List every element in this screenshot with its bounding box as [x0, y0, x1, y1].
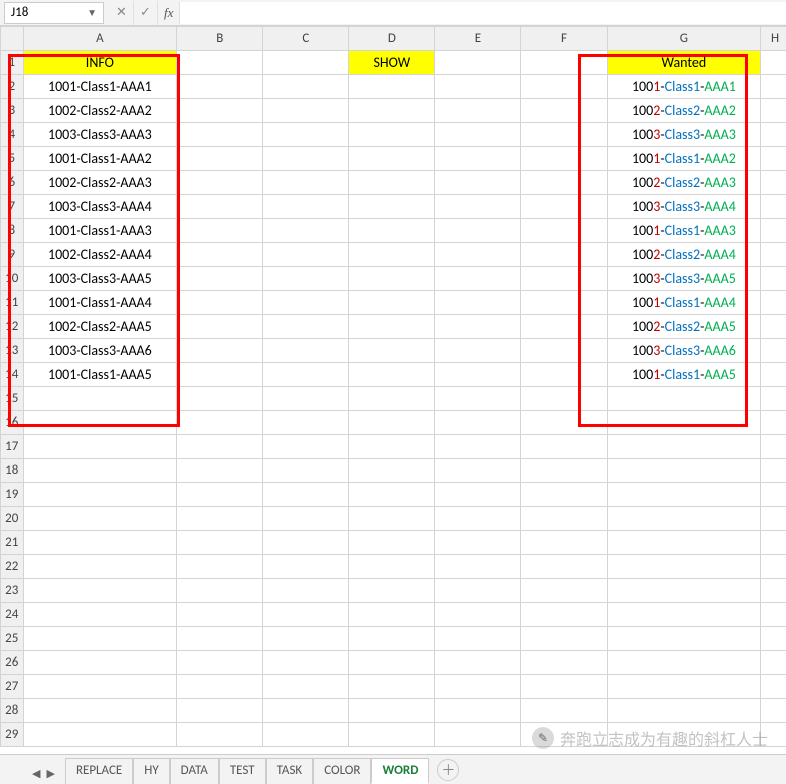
wanted-cell[interactable]: 1001-Class1-AAA3 — [607, 219, 761, 243]
tab-word[interactable]: WORD — [371, 758, 429, 784]
info-cell[interactable]: 1002-Class2-AAA5 — [23, 315, 177, 339]
row-header-20[interactable]: 20 — [1, 507, 24, 531]
info-cell[interactable]: 1001-Class1-AAA1 — [23, 75, 177, 99]
row-header-17[interactable]: 17 — [1, 435, 24, 459]
wanted-cell[interactable]: 1002-Class2-AAA5 — [607, 315, 761, 339]
wanted-cell[interactable]: 1003-Class3-AAA6 — [607, 339, 761, 363]
row-header-12[interactable]: 12 — [1, 315, 24, 339]
row-header-5[interactable]: 5 — [1, 147, 24, 171]
info-cell[interactable]: 1003-Class3-AAA5 — [23, 267, 177, 291]
tab-task[interactable]: TASK — [266, 758, 314, 784]
row-header-21[interactable]: 21 — [1, 531, 24, 555]
wanted-cell[interactable]: 1002-Class2-AAA3 — [607, 171, 761, 195]
tab-data[interactable]: DATA — [170, 758, 219, 784]
row-header-18[interactable]: 18 — [1, 459, 24, 483]
chevron-down-icon: ▼ — [87, 6, 97, 19]
col-header-H[interactable]: H — [761, 27, 786, 51]
row-header-28[interactable]: 28 — [1, 699, 24, 723]
row-header-2[interactable]: 2 — [1, 75, 24, 99]
col-header-F[interactable]: F — [521, 27, 607, 51]
wanted-cell[interactable]: 1003-Class3-AAA5 — [607, 267, 761, 291]
tab-replace[interactable]: REPLACE — [65, 758, 133, 784]
row-header-22[interactable]: 22 — [1, 555, 24, 579]
info-cell[interactable]: 1001-Class1-AAA5 — [23, 363, 177, 387]
col-header-A[interactable]: A — [23, 27, 177, 51]
wanted-cell[interactable]: 1001-Class1-AAA2 — [607, 147, 761, 171]
row-header-10[interactable]: 10 — [1, 267, 24, 291]
header-show[interactable]: SHOW — [349, 51, 435, 75]
name-box[interactable]: J18 ▼ — [4, 2, 104, 24]
annotation-arrow — [0, 747, 786, 754]
header-wanted[interactable]: Wanted — [607, 51, 761, 75]
row-header-16[interactable]: 16 — [1, 411, 24, 435]
formula-bar: J18 ▼ ✕ ✓ fx — [0, 0, 786, 26]
row-header-1[interactable]: 1 — [1, 51, 24, 75]
row-header-19[interactable]: 19 — [1, 483, 24, 507]
wanted-cell[interactable]: 1002-Class2-AAA4 — [607, 243, 761, 267]
info-cell[interactable]: 1003-Class3-AAA3 — [23, 123, 177, 147]
col-header-D[interactable]: D — [349, 27, 435, 51]
row-header-6[interactable]: 6 — [1, 171, 24, 195]
info-cell[interactable]: 1003-Class3-AAA4 — [23, 195, 177, 219]
wanted-cell[interactable]: 1002-Class2-AAA2 — [607, 99, 761, 123]
row-header-25[interactable]: 25 — [1, 627, 24, 651]
row-header-11[interactable]: 11 — [1, 291, 24, 315]
select-all-corner[interactable] — [1, 27, 24, 51]
wanted-cell[interactable]: 1003-Class3-AAA4 — [607, 195, 761, 219]
row-header-26[interactable]: 26 — [1, 651, 24, 675]
row-header-9[interactable]: 9 — [1, 243, 24, 267]
col-header-G[interactable]: G — [607, 27, 761, 51]
tab-test[interactable]: TEST — [219, 758, 266, 784]
row-header-15[interactable]: 15 — [1, 387, 24, 411]
tab-hy[interactable]: HY — [133, 758, 169, 784]
tab-nav: ◀ ▶ — [30, 767, 65, 784]
info-cell[interactable]: 1001-Class1-AAA4 — [23, 291, 177, 315]
row-header-8[interactable]: 8 — [1, 219, 24, 243]
row-header-24[interactable]: 24 — [1, 603, 24, 627]
sheet-tab-bar: ◀ ▶ REPLACEHYDATATESTTASKCOLORWORD ＋ — [0, 754, 786, 784]
row-header-14[interactable]: 14 — [1, 363, 24, 387]
row-header-7[interactable]: 7 — [1, 195, 24, 219]
row-header-13[interactable]: 13 — [1, 339, 24, 363]
tab-prev-icon[interactable]: ◀ — [30, 767, 42, 780]
info-cell[interactable]: 1002-Class2-AAA2 — [23, 99, 177, 123]
row-header-4[interactable]: 4 — [1, 123, 24, 147]
info-cell[interactable]: 1002-Class2-AAA4 — [23, 243, 177, 267]
col-header-E[interactable]: E — [435, 27, 521, 51]
wanted-cell[interactable]: 1001-Class1-AAA1 — [607, 75, 761, 99]
accept-icon[interactable]: ✓ — [134, 1, 158, 25]
col-header-B[interactable]: B — [177, 27, 263, 51]
wanted-cell[interactable]: 1003-Class3-AAA3 — [607, 123, 761, 147]
name-box-value: J18 — [11, 5, 28, 20]
tab-next-icon[interactable]: ▶ — [44, 767, 56, 780]
row-header-29[interactable]: 29 — [1, 723, 24, 747]
fx-icon[interactable]: fx — [158, 5, 179, 21]
spreadsheet-grid: ABCDEFGH1INFOSHOWWanted21001-Class1-AAA1… — [0, 26, 786, 754]
cancel-icon[interactable]: ✕ — [110, 1, 134, 25]
info-cell[interactable]: 1002-Class2-AAA3 — [23, 171, 177, 195]
row-header-3[interactable]: 3 — [1, 99, 24, 123]
add-sheet-button[interactable]: ＋ — [437, 759, 459, 781]
row-header-27[interactable]: 27 — [1, 675, 24, 699]
header-info[interactable]: INFO — [23, 51, 177, 75]
info-cell[interactable]: 1001-Class1-AAA3 — [23, 219, 177, 243]
row-header-23[interactable]: 23 — [1, 579, 24, 603]
col-header-C[interactable]: C — [263, 27, 349, 51]
info-cell[interactable]: 1001-Class1-AAA2 — [23, 147, 177, 171]
tab-color[interactable]: COLOR — [313, 758, 371, 784]
wanted-cell[interactable]: 1001-Class1-AAA4 — [607, 291, 761, 315]
formula-input[interactable] — [179, 2, 786, 24]
wanted-cell[interactable]: 1001-Class1-AAA5 — [607, 363, 761, 387]
info-cell[interactable]: 1003-Class3-AAA6 — [23, 339, 177, 363]
